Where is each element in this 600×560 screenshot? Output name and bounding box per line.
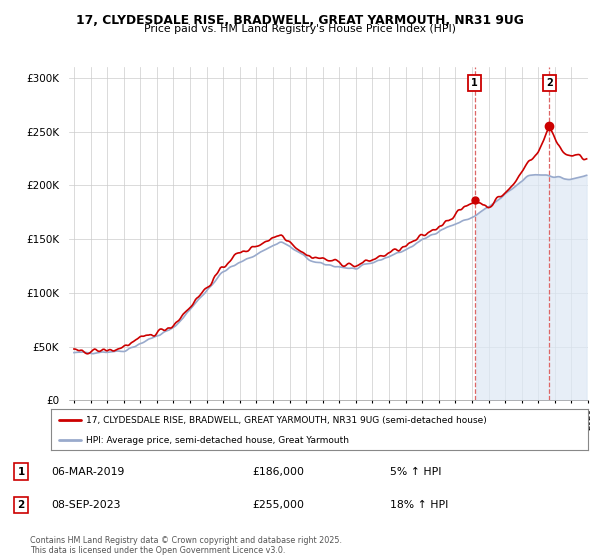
Text: HPI: Average price, semi-detached house, Great Yarmouth: HPI: Average price, semi-detached house,…	[86, 436, 349, 445]
Text: 17, CLYDESDALE RISE, BRADWELL, GREAT YARMOUTH, NR31 9UG (semi-detached house): 17, CLYDESDALE RISE, BRADWELL, GREAT YAR…	[86, 416, 487, 424]
Text: 2: 2	[546, 78, 553, 88]
Text: 2: 2	[17, 500, 25, 510]
Text: 08-SEP-2023: 08-SEP-2023	[51, 500, 121, 510]
Text: 18% ↑ HPI: 18% ↑ HPI	[390, 500, 448, 510]
Text: £186,000: £186,000	[252, 466, 304, 477]
Text: Price paid vs. HM Land Registry's House Price Index (HPI): Price paid vs. HM Land Registry's House …	[144, 24, 456, 34]
Text: £255,000: £255,000	[252, 500, 304, 510]
Text: 1: 1	[472, 78, 478, 88]
Text: 06-MAR-2019: 06-MAR-2019	[51, 466, 124, 477]
Text: 1: 1	[17, 466, 25, 477]
Text: 5% ↑ HPI: 5% ↑ HPI	[390, 466, 442, 477]
Text: 17, CLYDESDALE RISE, BRADWELL, GREAT YARMOUTH, NR31 9UG: 17, CLYDESDALE RISE, BRADWELL, GREAT YAR…	[76, 14, 524, 27]
Text: Contains HM Land Registry data © Crown copyright and database right 2025.
This d: Contains HM Land Registry data © Crown c…	[30, 536, 342, 556]
